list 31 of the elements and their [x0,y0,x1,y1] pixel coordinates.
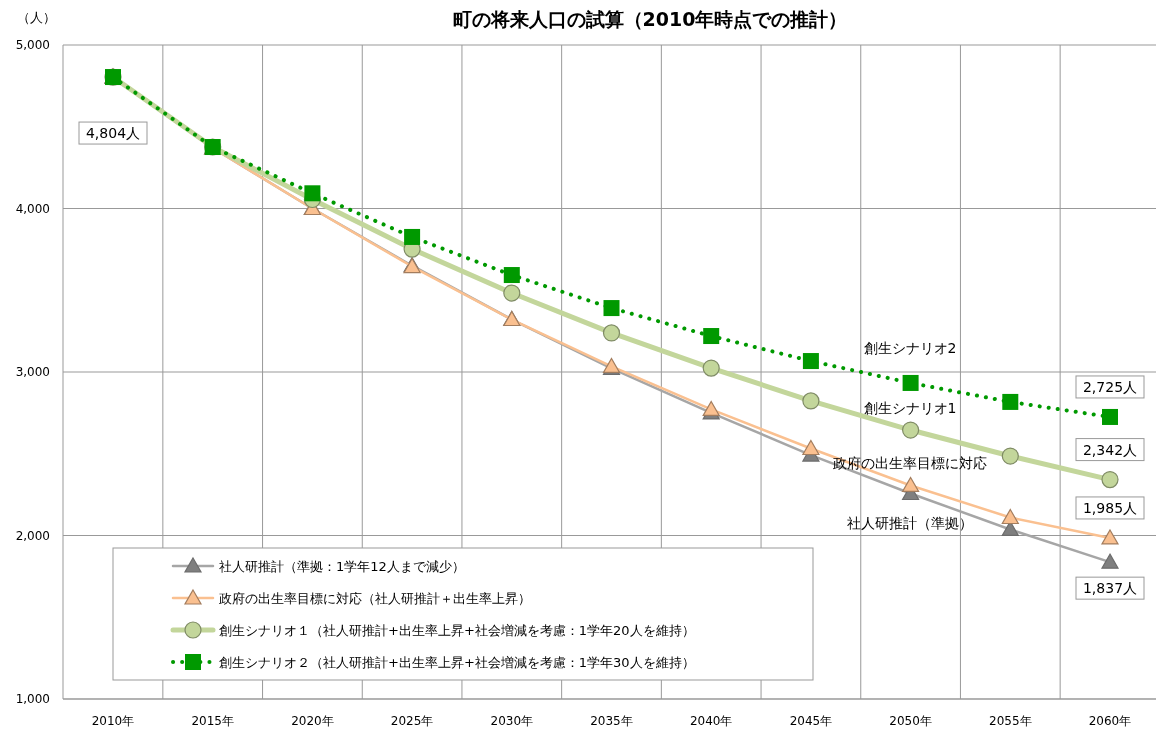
x-tick-label: 2015年 [191,714,234,728]
x-tick-label: 2010年 [91,714,135,728]
x-tick-label: 2045年 [789,714,833,728]
y-axis-title: （人） [16,10,56,25]
x-tick-label: 2030年 [490,714,534,728]
legend-label: 創生シナリオ２（社人研推計+出生率上昇+社会増減を考慮：1学年30人を維持） [219,655,695,670]
data-label: 4,804人 [85,125,141,142]
annotation: 政府の出生率目標に対応 [833,455,987,471]
y-tick-label: 4,000 [15,201,50,216]
y-tick-label: 3,000 [15,365,50,379]
x-tick-label: 2050年 [889,714,932,728]
legend-label: 創生シナリオ１（社人研推計+出生率上昇+社会増減を考慮：1学年20人を維持） [219,623,695,638]
data-label: 2,342人 [1082,441,1138,458]
y-tick-label: 1,000 [15,692,50,706]
x-tick-label: 2020年 [291,714,334,728]
x-tick-label: 2060年 [1088,714,1132,728]
legend-label: 政府の出生率目標に対応（社人研推計＋出生率上昇） [219,591,531,606]
x-tick-label: 2035年 [590,714,633,728]
data-label: 1,985人 [1082,499,1138,516]
data-label: 1,837人 [1082,580,1138,597]
annotation: 社人研推計（準拠） [847,515,973,531]
y-tick-label: 5,000 [15,38,50,52]
annotation: 創生シナリオ2 [863,340,957,356]
y-tick-label: 2,000 [15,528,50,543]
chart-title: 町の将来人口の試算（2010年時点での推計） [452,8,848,30]
annotation: 創生シナリオ1 [863,400,957,416]
x-tick-label: 2040年 [689,714,733,728]
x-tick-label: 2025年 [390,714,434,728]
legend-label: 社人研推計（準拠：1学年12人まで減少） [219,559,465,574]
data-label: 2,725人 [1082,378,1138,395]
x-tick-label: 2055年 [989,714,1032,728]
